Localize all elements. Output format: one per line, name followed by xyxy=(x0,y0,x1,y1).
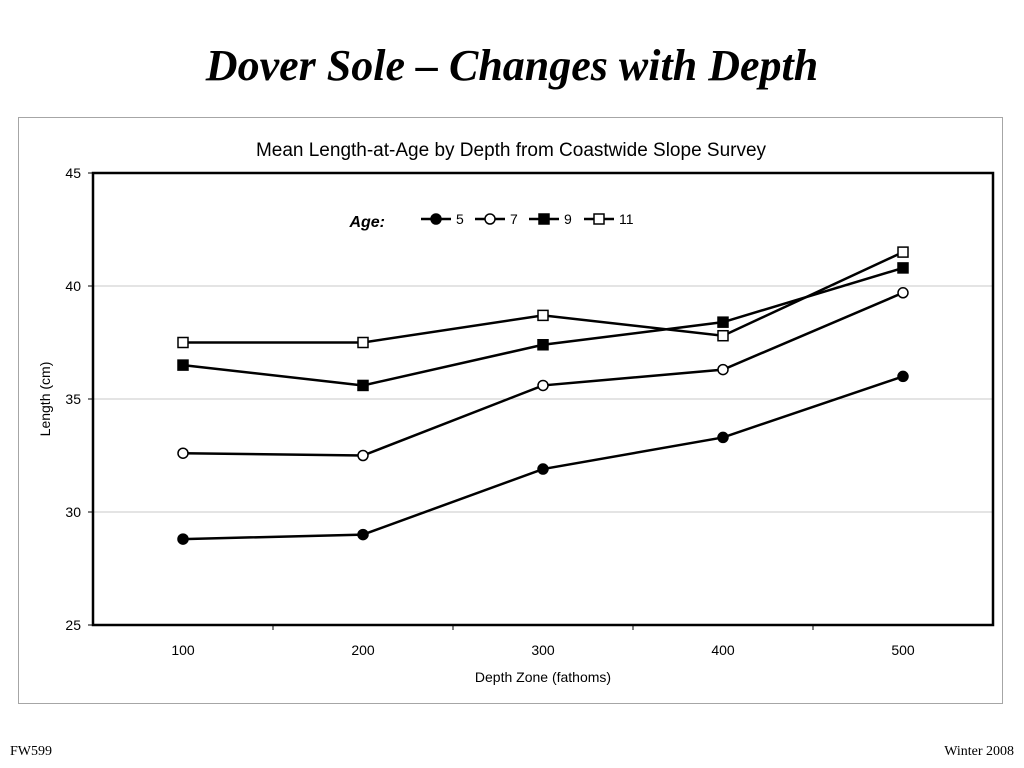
data-point xyxy=(357,336,369,349)
legend-item-age-5: 5 xyxy=(421,211,464,227)
series-lines xyxy=(177,246,909,545)
y-axis-label: Length (cm) xyxy=(37,362,53,437)
legend: Age: 5 7 9 11 xyxy=(348,211,633,231)
data-point xyxy=(897,246,909,258)
legend-label: 9 xyxy=(564,211,572,227)
x-axis-label: Depth Zone (fathoms) xyxy=(475,669,611,685)
legend-item-age-9: 9 xyxy=(529,211,572,227)
data-point xyxy=(717,363,729,376)
series-age-7 xyxy=(177,287,909,462)
series-line xyxy=(182,375,904,541)
y-tick-label: 40 xyxy=(65,278,81,294)
series-age-9 xyxy=(177,262,909,392)
data-point xyxy=(717,329,729,342)
legend-marker xyxy=(593,213,605,225)
data-point xyxy=(177,447,189,459)
legend-item-age-11: 11 xyxy=(584,211,634,227)
legend-marker xyxy=(430,213,442,225)
data-point xyxy=(717,316,729,328)
data-point xyxy=(897,370,909,383)
series-age-11 xyxy=(177,246,909,349)
y-tick-label: 35 xyxy=(65,391,81,407)
legend-item-age-7: 7 xyxy=(475,211,518,227)
footer-term: Winter 2008 xyxy=(944,744,1014,759)
data-point xyxy=(897,287,909,299)
x-tick-label: 500 xyxy=(891,642,915,658)
data-point xyxy=(897,262,909,274)
legend-marker xyxy=(484,213,496,225)
data-point xyxy=(177,359,189,371)
legend-marker xyxy=(538,213,550,225)
legend-label: 7 xyxy=(510,211,518,227)
data-point xyxy=(537,379,549,392)
x-tick-label: 300 xyxy=(531,642,555,658)
series-age-5 xyxy=(177,370,909,545)
y-tick-label: 45 xyxy=(65,165,81,181)
x-tick-label: 200 xyxy=(351,642,375,658)
legend-title: Age: xyxy=(348,214,385,231)
data-point xyxy=(177,336,189,349)
data-point xyxy=(357,528,369,541)
data-point xyxy=(537,309,549,322)
data-point xyxy=(177,533,189,545)
series-line xyxy=(183,250,904,344)
y-tick-label: 30 xyxy=(65,504,81,520)
axes: 25 30 35 40 45 100 200 300 400 500 xyxy=(65,165,914,658)
x-tick-label: 100 xyxy=(171,642,195,658)
data-point xyxy=(357,449,369,462)
legend-label: 11 xyxy=(619,211,634,227)
chart-title: Mean Length-at-Age by Depth from Coastwi… xyxy=(256,140,767,161)
data-point xyxy=(537,339,549,351)
slide-title: Dover Sole – Changes with Depth xyxy=(205,41,819,90)
data-point xyxy=(537,463,549,475)
data-point xyxy=(717,431,729,444)
y-tick-label: 25 xyxy=(65,617,81,633)
x-tick-label: 400 xyxy=(711,642,735,658)
legend-label: 5 xyxy=(456,211,464,227)
chart-frame xyxy=(18,117,1003,704)
data-point xyxy=(357,379,369,392)
footer-course: FW599 xyxy=(10,744,52,759)
